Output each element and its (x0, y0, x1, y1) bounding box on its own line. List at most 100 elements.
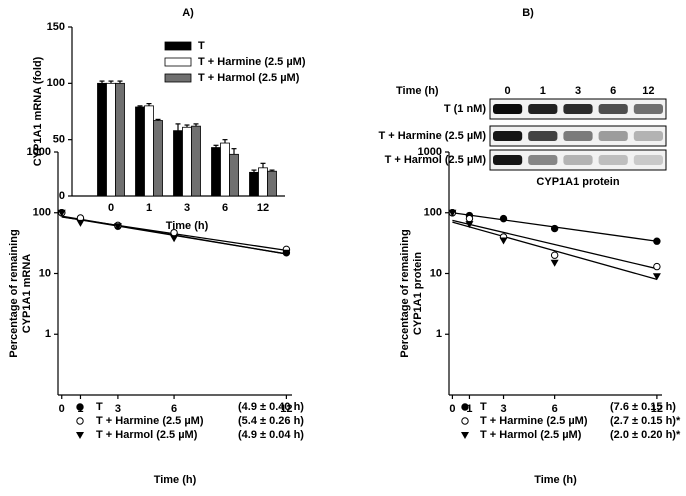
marker (282, 249, 291, 257)
x-tick-label: 6 (171, 403, 177, 415)
row-label: T + Harmol (2.5 µM) (385, 154, 487, 166)
legend-swatch (164, 73, 192, 83)
bar (211, 147, 221, 197)
annotation: (7.6 ± 0.15 h) (610, 401, 676, 413)
marker (550, 251, 559, 259)
legend-label: T (480, 401, 487, 413)
fit-line (452, 221, 658, 281)
marker (448, 209, 457, 217)
marker (653, 262, 661, 271)
y-tick-label: 1 (436, 328, 442, 340)
annotation: (4.9 ± 0.04 h) (238, 429, 304, 441)
x-tick-label: 1 (466, 403, 472, 415)
bar (173, 130, 183, 197)
legend-label: T + Harmine (2.5 µM) (96, 415, 204, 427)
marker (170, 228, 178, 237)
marker (653, 237, 661, 245)
marker (76, 219, 85, 227)
column-label: 3 (575, 85, 581, 97)
x-tick-label: 0 (449, 403, 455, 415)
marker (499, 237, 508, 245)
legend-marker (461, 417, 469, 425)
bar (191, 125, 201, 197)
y-tick-label: 100 (424, 207, 442, 219)
y-tick-label: 10 (430, 267, 442, 279)
annotation: (4.9 ± 0.40 h) (238, 401, 304, 413)
x-tick-label: 0 (59, 403, 65, 415)
row-label: T + Harmine (2.5 µM) (378, 130, 486, 142)
legend-label: T (198, 40, 205, 52)
legend-marker (76, 432, 84, 439)
band (563, 131, 593, 141)
y-axis-label: CYP1A1 mRNA (21, 254, 33, 334)
bar (144, 105, 154, 197)
y-tick-label: 50 (53, 134, 65, 146)
legend-marker (461, 432, 469, 439)
y-axis-label: Percentage of remaining (399, 229, 411, 357)
band (528, 131, 558, 141)
y-tick-label: 1000 (418, 146, 442, 158)
marker (652, 273, 661, 281)
legend-marker (76, 403, 84, 411)
band (563, 155, 593, 165)
bar (135, 106, 145, 197)
x-tick-label: 12 (280, 403, 292, 415)
band (493, 104, 523, 114)
band (563, 104, 593, 114)
x-tick-label: 6 (222, 202, 228, 214)
y-axis-label: CYP1A1 protein (412, 252, 424, 335)
marker (57, 209, 66, 217)
x-tick-label: 0 (108, 202, 114, 214)
band (598, 131, 628, 141)
column-label: 0 (505, 85, 511, 97)
y-tick-label: 0 (59, 190, 65, 202)
legend-label: T + Harmine (2.5 µM) (198, 56, 306, 68)
band (598, 155, 628, 165)
bar (97, 82, 107, 197)
band (598, 104, 628, 114)
marker (465, 221, 474, 229)
annotation: (5.4 ± 0.26 h) (238, 415, 304, 427)
band (633, 155, 663, 165)
marker (499, 214, 508, 223)
x-tick-label: 3 (115, 403, 121, 415)
column-label: 12 (642, 85, 654, 97)
marker (113, 223, 122, 231)
y-axis-label: Percentage of remaining (8, 229, 20, 357)
caption: CYP1A1 protein (536, 176, 619, 188)
marker (170, 235, 179, 243)
legend-label: T (96, 401, 103, 413)
band (633, 104, 663, 114)
marker (550, 224, 559, 233)
x-tick-label: 1 (146, 202, 152, 214)
legend-label: T + Harmol (2.5 µM) (198, 72, 300, 84)
x-tick-label: 3 (500, 403, 506, 415)
column-label: 6 (610, 85, 616, 97)
panel-title: A) (182, 7, 194, 19)
x-axis-label: Time (h) (154, 474, 197, 486)
y-axis-label: CYP1A1 mRNA (fold) (32, 56, 44, 166)
annotation: (2.0 ± 0.20 h)* (610, 429, 681, 441)
legend-label: T + Harmine (2.5 µM) (480, 415, 588, 427)
band (528, 104, 558, 114)
x-axis-label: Time (h) (166, 220, 209, 232)
y-tick-label: 100 (33, 207, 51, 219)
band (493, 155, 523, 165)
bar (106, 82, 116, 197)
bar (249, 171, 259, 197)
panel-title: B) (522, 7, 534, 19)
row-label: T (1 nM) (444, 103, 486, 115)
marker (550, 259, 559, 267)
y-tick-label: 1 (45, 328, 51, 340)
y-tick-label: 1000 (27, 146, 51, 158)
bar (153, 120, 163, 197)
annotation: (2.7 ± 0.15 h)* (610, 415, 681, 427)
band (493, 131, 523, 141)
legend-marker (76, 417, 84, 425)
legend-label: T + Harmol (2.5 µM) (480, 429, 582, 441)
legend-swatch (164, 41, 192, 51)
bar (220, 142, 230, 197)
legend-label: T + Harmol (2.5 µM) (96, 429, 198, 441)
x-tick-label: 6 (552, 403, 558, 415)
